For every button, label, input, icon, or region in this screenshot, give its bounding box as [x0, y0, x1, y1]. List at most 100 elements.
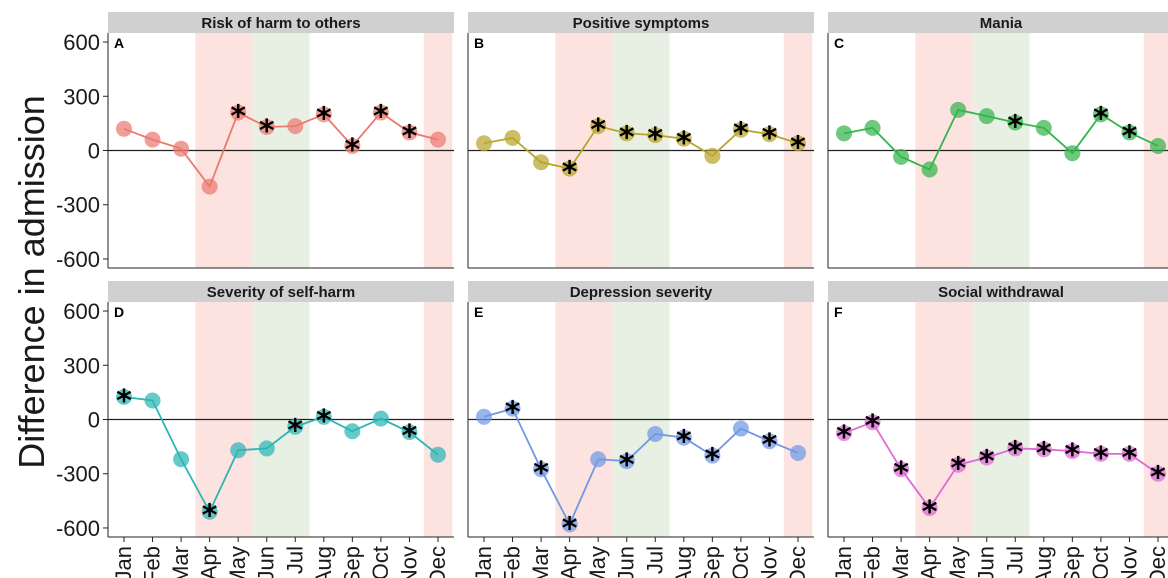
data-point	[836, 425, 852, 442]
data-point	[173, 451, 190, 468]
data-point	[504, 400, 521, 417]
data-point	[287, 418, 304, 435]
data-point	[836, 125, 852, 142]
data-point	[561, 516, 578, 533]
x-tick-label: Feb	[860, 546, 885, 578]
significance-star: *	[676, 425, 692, 460]
data-point	[1035, 441, 1052, 458]
panel-tag: A	[114, 35, 124, 51]
panel-c: Mania C * * *	[827, 12, 1168, 269]
data-point	[1035, 119, 1052, 136]
y-tick-label: -300	[56, 193, 100, 218]
data-point	[761, 126, 778, 143]
panel-e: Depression severity E Jan Feb Mar Apr May Jun Ju…	[467, 281, 814, 578]
data-point	[590, 118, 607, 135]
x-tick-label: Jun	[974, 546, 999, 578]
significance-star: *	[1093, 441, 1109, 476]
significance-star: *	[533, 456, 549, 491]
significance-star: *	[287, 414, 303, 449]
panel-d: Severity of self-harm D 600 300 0 -300 -600 Jan…	[56, 281, 454, 578]
data-point	[790, 135, 806, 152]
x-tick-label: Sep	[699, 546, 724, 578]
significance-star: *	[733, 117, 749, 152]
significance-star: *	[1065, 438, 1081, 473]
x-tick-label: Feb	[140, 546, 165, 578]
significance-star: *	[619, 448, 635, 483]
data-point	[372, 104, 389, 121]
x-tick-label: May	[585, 546, 610, 578]
panels-layer: Risk of harm to others A 600 300 0 -300 -600 * *…	[56, 12, 1168, 578]
panel-title: Social withdrawal	[938, 284, 1064, 301]
x-tick-label: Oct	[1088, 546, 1113, 578]
data-point	[258, 440, 275, 457]
significance-star: *	[230, 100, 246, 135]
significance-star: *	[790, 130, 806, 165]
data-point	[704, 447, 721, 464]
significance-star: *	[402, 119, 418, 154]
data-point	[476, 135, 492, 152]
significance-star: *	[373, 100, 389, 135]
y-tick-label: 300	[63, 84, 100, 109]
y-tick-label: 0	[88, 408, 100, 433]
data-point	[430, 131, 446, 148]
data-point	[864, 119, 881, 136]
significance-star: *	[259, 114, 275, 149]
significance-star: *	[762, 121, 778, 156]
y-tick-label: -600	[56, 516, 100, 541]
panel-title: Mania	[980, 15, 1023, 32]
x-tick-label: Jul	[282, 546, 307, 574]
y-tick-label: 600	[63, 299, 100, 324]
data-point	[344, 423, 361, 440]
x-tick-label: Apr	[557, 546, 582, 578]
y-tick-label: 600	[63, 30, 100, 55]
data-point	[533, 154, 550, 171]
significance-star: *	[1150, 461, 1166, 496]
significance-star: *	[647, 122, 663, 157]
x-tick-label: Mar	[528, 546, 553, 578]
data-point	[675, 429, 692, 446]
data-point	[533, 461, 550, 478]
data-point	[401, 124, 418, 141]
significance-star: *	[562, 156, 578, 191]
data-point	[116, 120, 132, 137]
data-point	[230, 104, 247, 121]
y-tick-label: -300	[56, 462, 100, 487]
x-tick-label: Jul	[1002, 546, 1027, 574]
significance-star: *	[1007, 435, 1023, 470]
data-point	[116, 388, 132, 405]
panel-strip	[108, 12, 454, 33]
panel-strip	[828, 12, 1168, 33]
data-point	[790, 444, 806, 461]
data-point	[173, 140, 190, 157]
panel-tag: C	[834, 35, 844, 51]
x-tick-label: Aug	[311, 546, 336, 578]
significance-star: *	[562, 511, 578, 546]
data-point	[732, 420, 749, 437]
x-tick-label: Jan	[111, 546, 136, 578]
significance-star: *	[1093, 101, 1109, 136]
x-tick-label: Nov	[1116, 546, 1141, 578]
x-tick-label: Feb	[500, 546, 525, 578]
x-tick-label: Nov	[756, 546, 781, 578]
x-tick-label: May	[225, 546, 250, 578]
x-tick-label: Dec	[785, 546, 810, 578]
x-tick-label: Aug	[671, 546, 696, 578]
data-point	[1092, 445, 1109, 462]
panel-tag: D	[114, 304, 124, 320]
data-point	[344, 137, 361, 154]
data-point	[201, 503, 218, 520]
panel-strip	[468, 281, 814, 302]
data-point	[401, 424, 418, 441]
data-point	[1150, 465, 1166, 482]
panel-title: Positive symptoms	[573, 15, 710, 32]
x-tick-label: Jan	[831, 546, 856, 578]
significance-star: *	[1122, 119, 1138, 154]
x-tick-label: Sep	[339, 546, 364, 578]
data-point	[1121, 445, 1138, 462]
x-tick-label: Oct	[368, 546, 393, 578]
panel-strip	[828, 281, 1168, 302]
panel-a: Risk of harm to others A 600 300 0 -300 -600 * *…	[56, 12, 454, 272]
panel-tag: B	[474, 35, 484, 51]
data-point	[1064, 443, 1081, 460]
